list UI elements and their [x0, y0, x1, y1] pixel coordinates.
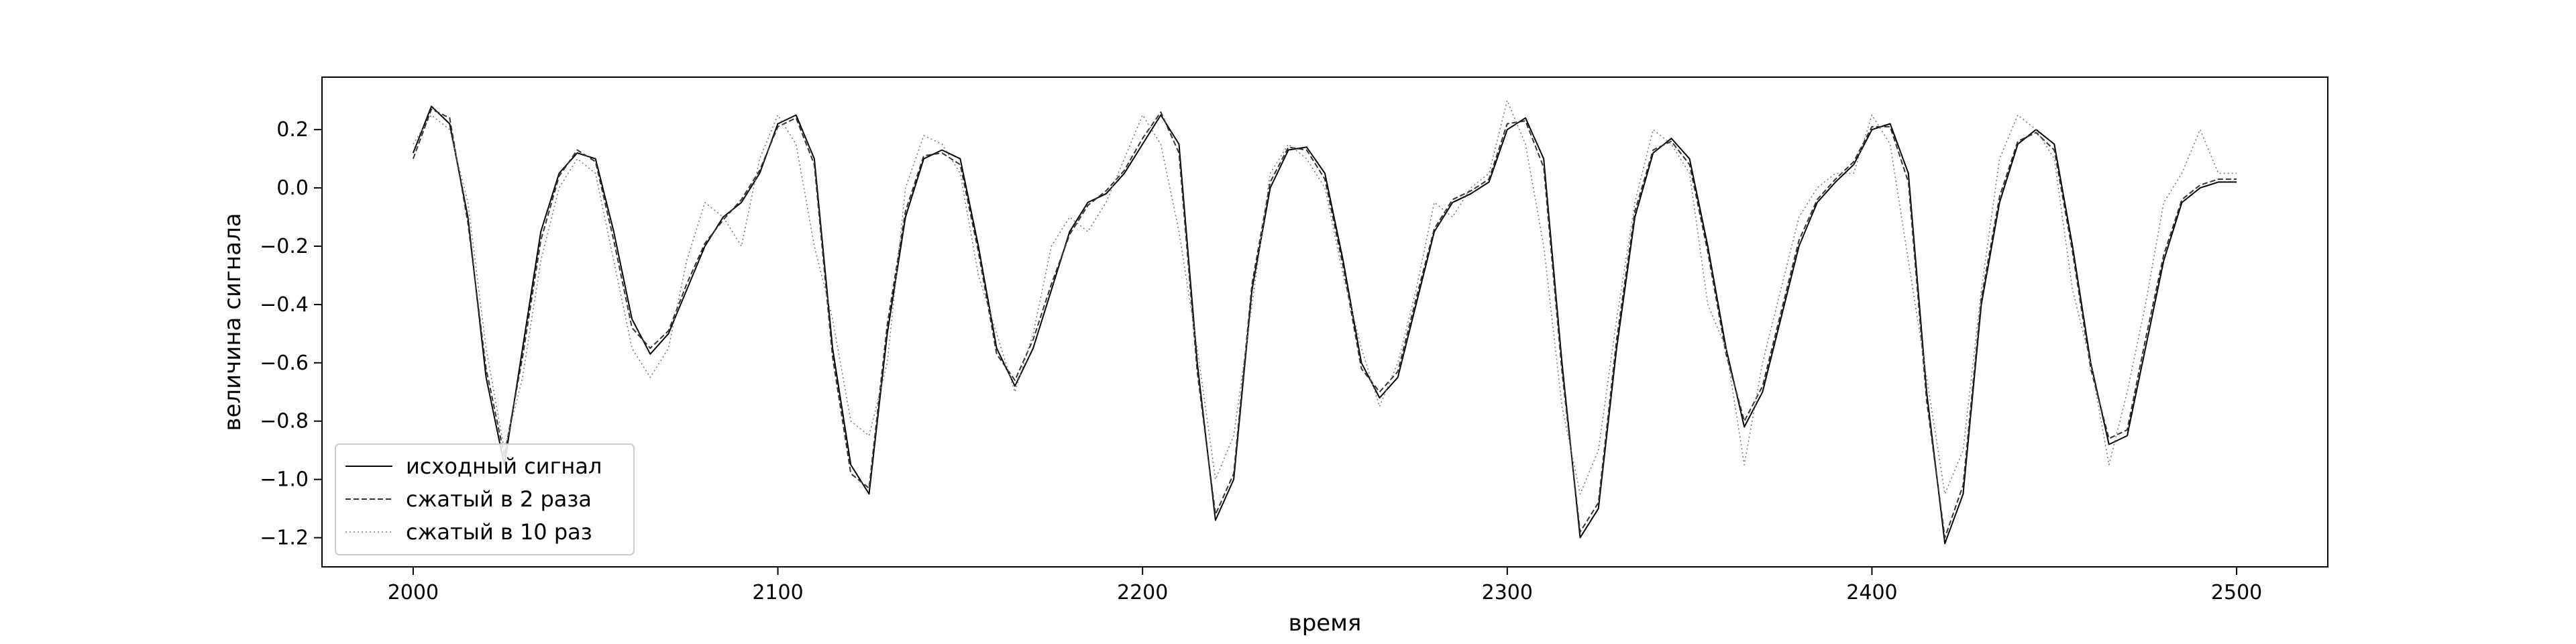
- x-tick-label: 2100: [752, 581, 803, 604]
- y-tick-label: 0.0: [276, 176, 309, 200]
- y-tick-label: −0.6: [260, 352, 309, 375]
- legend-box: [335, 443, 635, 555]
- y-tick-label: −0.4: [260, 293, 309, 317]
- y-tick-label: −0.8: [260, 410, 309, 433]
- x-tick-label: 2400: [1846, 581, 1897, 604]
- x-tick-label: 2500: [2211, 581, 2262, 604]
- legend: исходный сигнал сжатый в 2 раза сжатый в…: [335, 443, 635, 555]
- series-line: [412, 105, 2237, 545]
- y-tick-label: −1.0: [260, 468, 309, 492]
- legend-label: сжатый в 10 раз: [406, 519, 592, 545]
- x-tick-label: 2300: [1482, 581, 1533, 604]
- legend-label: сжатый в 2 раза: [406, 486, 592, 512]
- x-tick-label: 2200: [1117, 581, 1168, 604]
- x-axis: 2000 2100 2200 2300 2400 2500: [388, 567, 2262, 604]
- x-axis-label: время: [1289, 610, 1362, 637]
- series-line: [413, 100, 2237, 495]
- series-layer: [412, 100, 2237, 545]
- y-tick-label: −0.2: [260, 235, 309, 258]
- series-line: [412, 108, 2237, 539]
- x-tick-label: 2000: [388, 581, 439, 604]
- y-axis-label: величина сигнала: [219, 213, 246, 431]
- y-tick-label: −1.2: [260, 527, 309, 550]
- y-axis: −1.2 −1.0 −0.8 −0.6 −0.4 −0.2 0.0 0.2: [260, 118, 322, 550]
- y-tick-label: 0.2: [276, 118, 309, 142]
- plot-frame: [321, 76, 2328, 568]
- legend-label: исходный сигнал: [406, 453, 602, 479]
